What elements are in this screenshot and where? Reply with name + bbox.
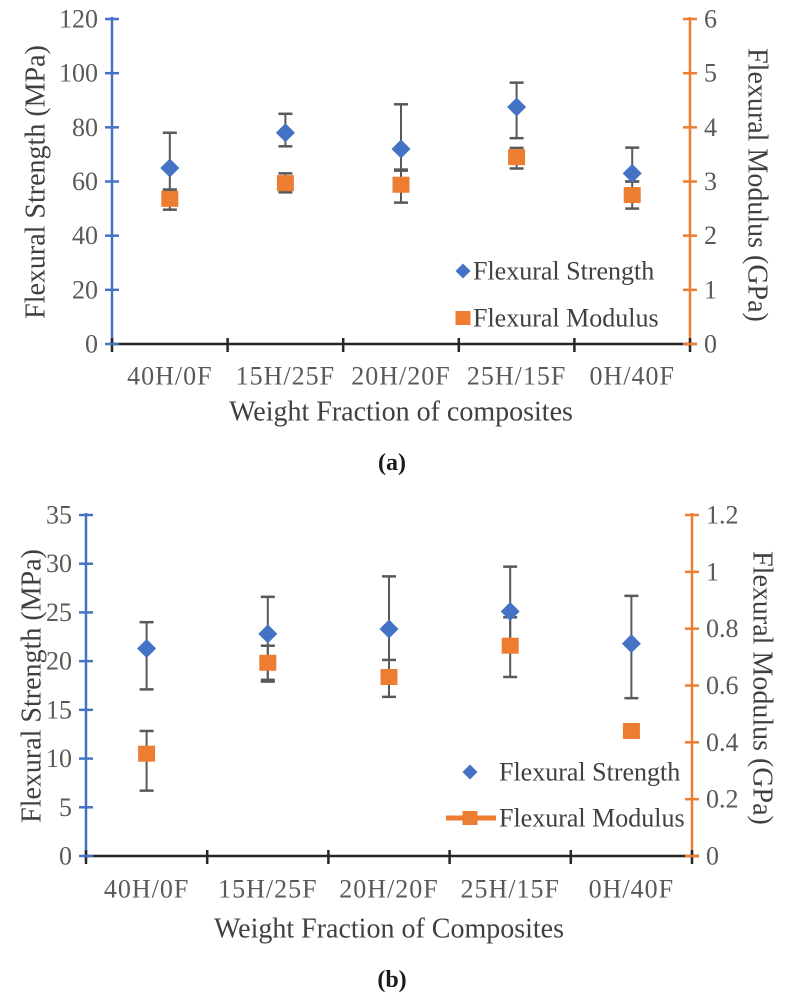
y-left-tick-label: 20 [46, 647, 72, 676]
y-left-tick-label: 35 [46, 501, 72, 530]
legend-marker-flexural-modulus [462, 811, 478, 825]
category-label: 20H/20F [351, 362, 450, 391]
data-point-flexural-modulus [276, 175, 294, 192]
y-right-tick-label: 1 [704, 275, 717, 304]
y-left-axis-title: Flexural Strength (MPa) [21, 45, 52, 319]
y-right-axis-title: Flexural Modulus (GPa) [742, 48, 773, 322]
y-right-tick-label: 0.6 [706, 671, 739, 700]
legend-label: Flexural Strength [473, 257, 654, 286]
legend-marker-flexural-modulus [455, 311, 471, 325]
data-point-flexural-strength [258, 624, 278, 644]
y-left-tick-label: 30 [46, 549, 72, 578]
category-label: 20H/20F [339, 875, 438, 904]
data-point-flexural-modulus [623, 187, 641, 204]
y-left-tick-label: 5 [59, 793, 72, 822]
data-point-flexural-strength [137, 638, 157, 658]
y-right-tick-label: 0 [706, 842, 719, 871]
x-axis-title: Weight Fraction of Composites [214, 914, 564, 945]
y-right-tick-label: 3 [704, 167, 717, 196]
data-point-flexural-strength [275, 123, 295, 143]
category-label: 40H/0F [127, 362, 212, 391]
data-point-flexural-strength [379, 619, 399, 639]
data-point-flexural-modulus [259, 654, 277, 671]
x-axis-title: Weight Fraction of composites [229, 397, 573, 428]
data-point-flexural-modulus [138, 745, 156, 762]
chart-b: 35 30 25 20 15 10 5 0 1.2 1 0.8 0.6 0.4 0.2 0 40H/0F 15H… [17, 501, 778, 994]
y-right-tick-label: 0.4 [706, 728, 739, 757]
y-left-tick-label: 0 [59, 842, 72, 871]
category-label: 15H/25F [218, 875, 317, 904]
y-right-tick-label: 0.2 [706, 785, 739, 814]
y-left-tick-label: 25 [46, 598, 72, 627]
data-point-flexural-modulus [161, 190, 179, 207]
data-point-flexural-strength [507, 97, 527, 117]
category-label: 0H/40F [589, 362, 674, 391]
legend-marker-flexural-strength [455, 263, 471, 279]
category-label: 25H/15F [460, 875, 559, 904]
legend-label: Flexural Modulus [499, 804, 685, 833]
y-left-tick-label: 60 [72, 167, 98, 196]
data-point-flexural-strength [500, 601, 520, 621]
y-right-tick-label: 4 [704, 113, 717, 142]
y-right-tick-label: 2 [704, 221, 717, 250]
category-label: 0H/40F [589, 875, 674, 904]
y-left-tick-label: 15 [46, 695, 72, 724]
legend-label: Flexural Modulus [473, 304, 659, 333]
data-point-flexural-modulus [622, 722, 640, 739]
y-right-tick-label: 5 [704, 59, 717, 88]
y-left-tick-label: 0 [85, 330, 98, 359]
chart-caption: (a) [378, 450, 406, 476]
y-left-tick-label: 10 [46, 744, 72, 773]
legend-label: Flexural Strength [499, 758, 680, 787]
y-left-tick-label: 20 [72, 275, 98, 304]
data-point-flexural-strength [622, 163, 642, 183]
legend-marker-flexural-strength [462, 764, 478, 780]
y-left-tick-label: 80 [72, 113, 98, 142]
category-label: 25H/15F [467, 362, 566, 391]
y-left-tick-label: 120 [59, 5, 98, 34]
y-right-tick-label: 1.2 [706, 501, 739, 530]
y-right-tick-label: 6 [704, 5, 717, 34]
y-left-tick-label: 40 [72, 221, 98, 250]
category-label: 40H/0F [104, 875, 189, 904]
category-label: 15H/25F [236, 362, 335, 391]
data-point-flexural-strength [391, 139, 411, 159]
data-point-flexural-modulus [380, 668, 398, 685]
y-right-tick-label: 0.8 [706, 614, 739, 643]
data-point-flexural-strength [621, 634, 641, 654]
data-point-flexural-modulus [508, 149, 526, 166]
chart-caption: (b) [377, 967, 406, 993]
data-point-flexural-modulus [392, 176, 410, 193]
y-left-tick-label: 100 [59, 59, 98, 88]
chart-a: 120 100 80 60 40 20 0 6 5 4 3 2 1 0 40H/0F 15H/25F 20H/2… [21, 5, 773, 477]
y-right-axis-title: Flexural Modulus (GPa) [747, 551, 778, 825]
data-point-flexural-modulus [501, 637, 519, 654]
y-right-tick-label: 0 [704, 330, 717, 359]
y-left-axis-title: Flexural Strength (MPa) [17, 549, 48, 823]
y-right-tick-label: 1 [706, 557, 719, 586]
data-point-flexural-strength [160, 158, 180, 178]
